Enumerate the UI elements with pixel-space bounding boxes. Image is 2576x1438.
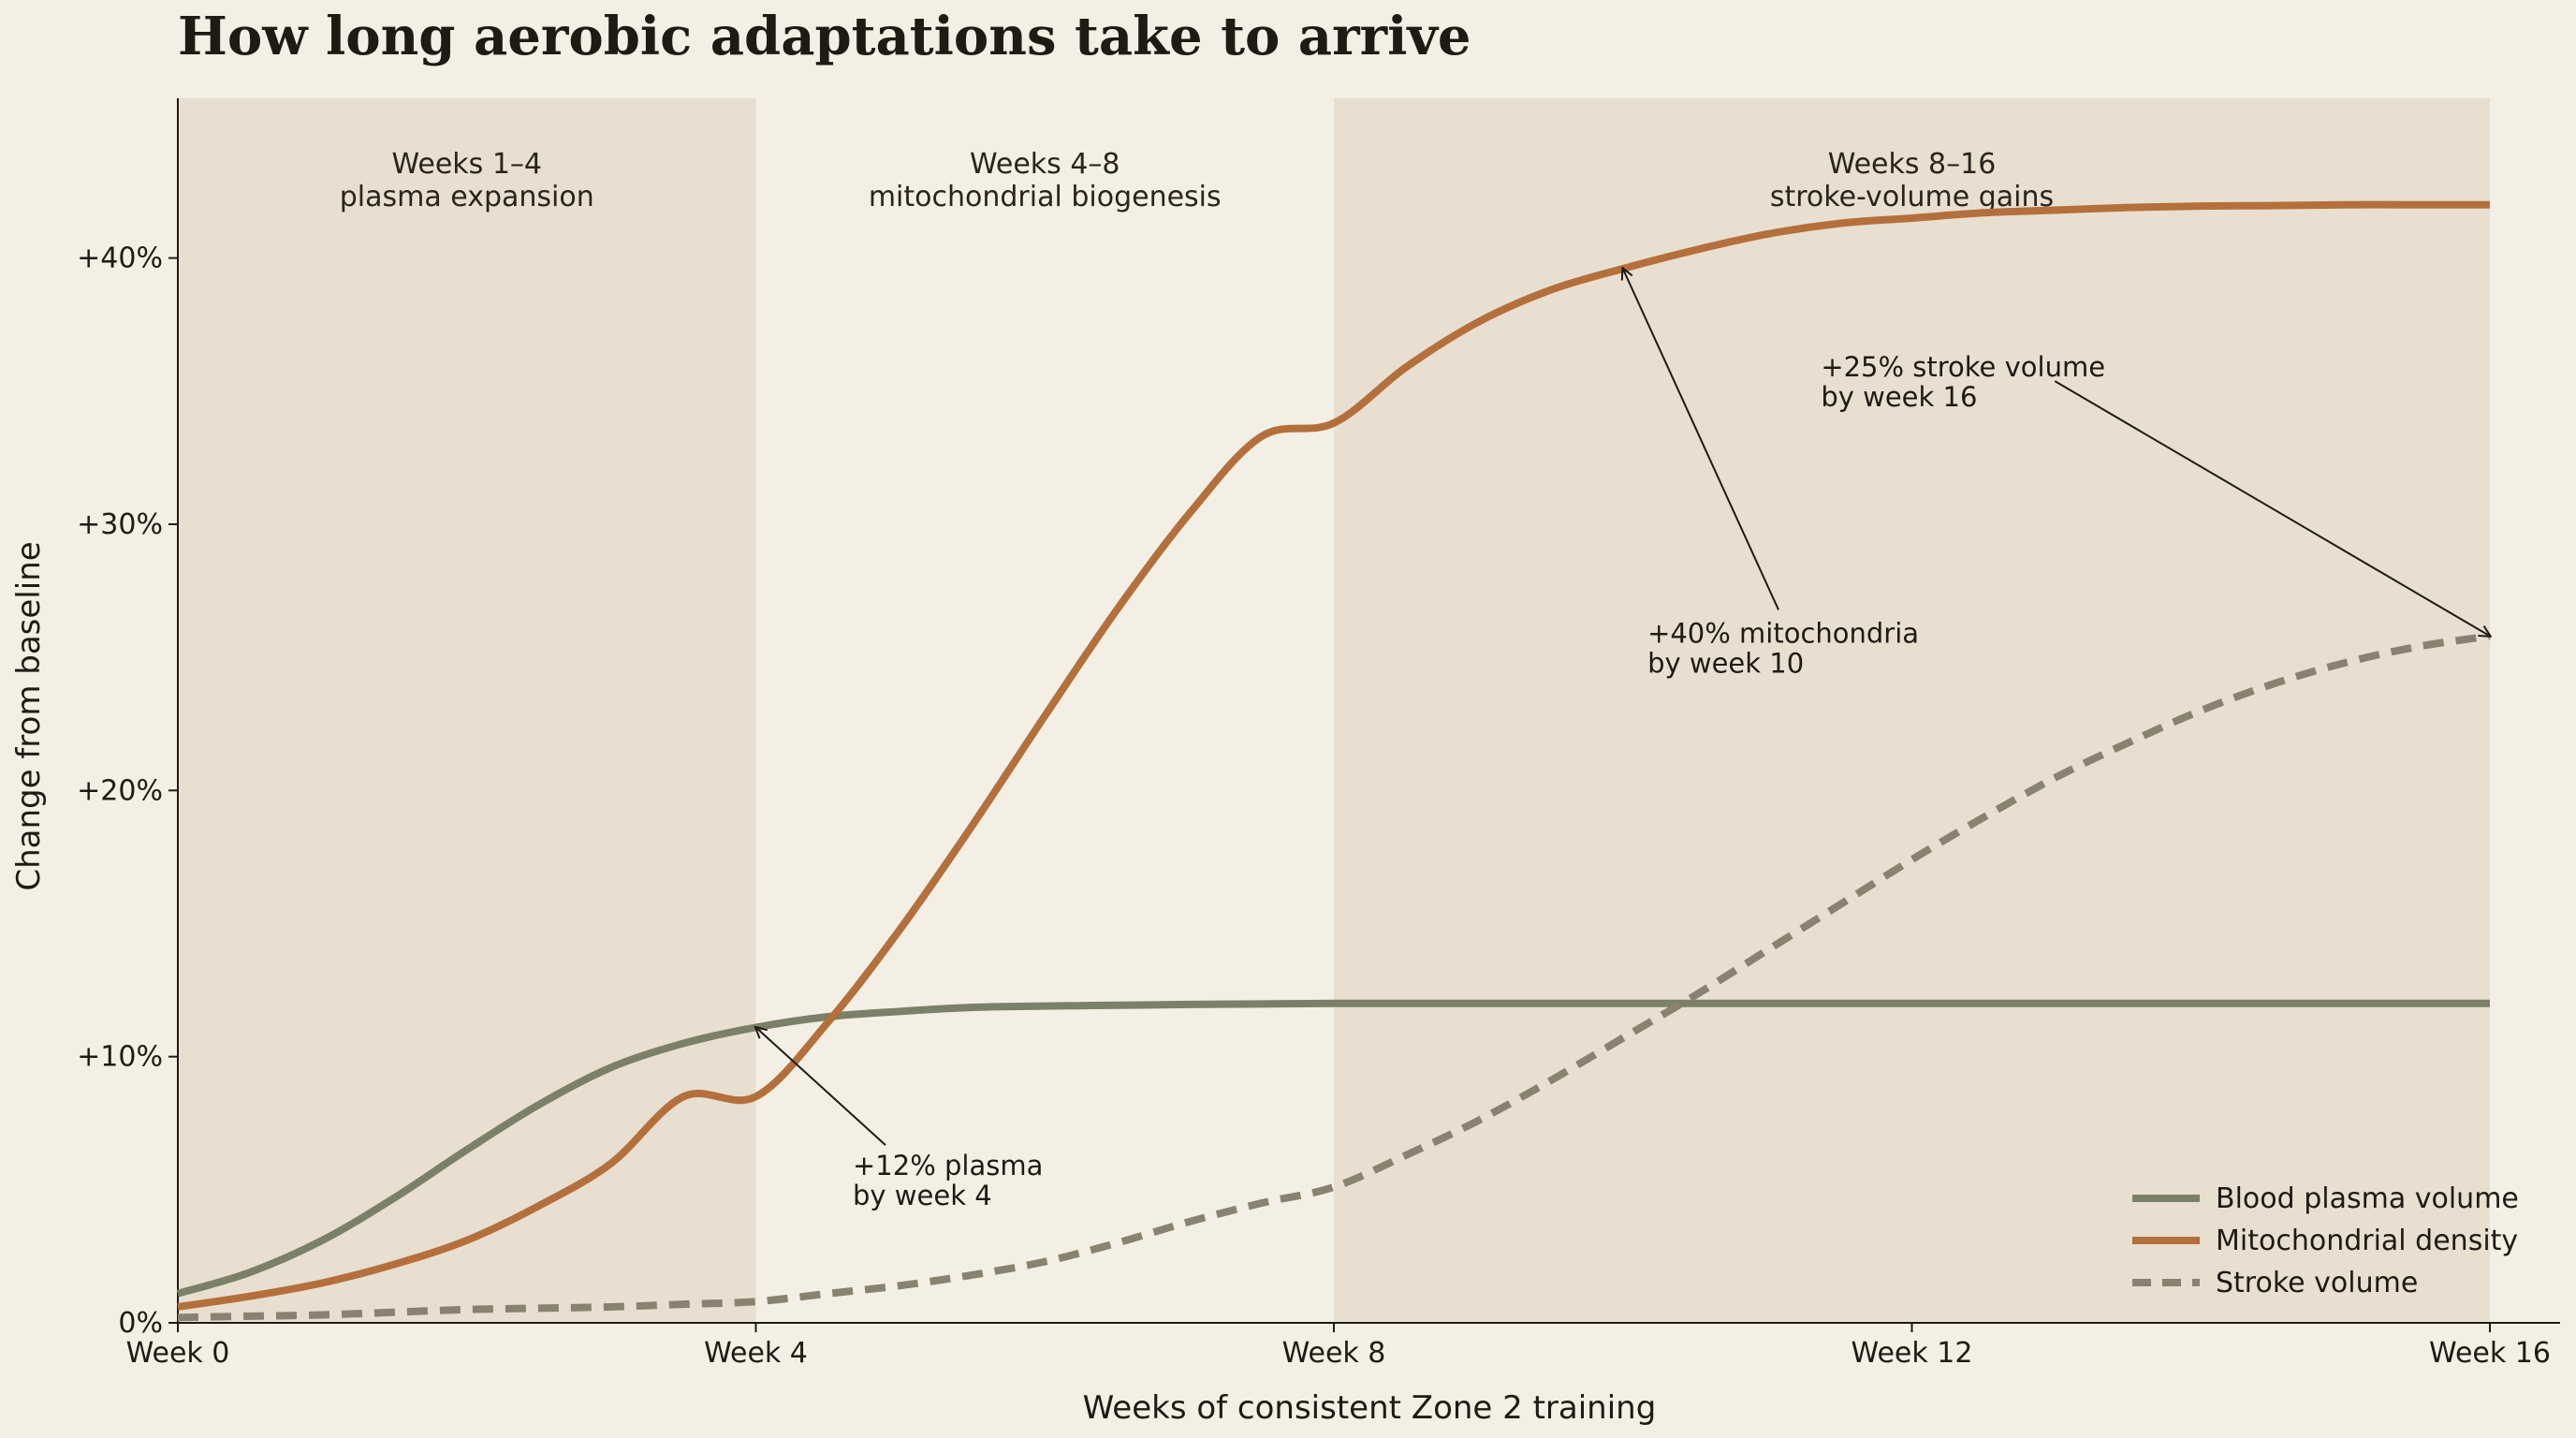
y-tick-label: +10%: [77, 1041, 163, 1074]
phase-band-title-2: Weeks 4–8: [970, 148, 1120, 181]
series-line-stroke-volume: [177, 632, 2491, 1322]
chart-title: How long aerobic adaptations take to arr…: [178, 6, 1471, 67]
annotation-subtext-1: by week 4: [853, 1180, 992, 1211]
series-line-blood-plasma-volume: [176, 999, 2490, 1298]
axes: Week 0 Week 4 Week 8 Week 12 Week 16 0% +10% +2…: [77, 98, 2560, 1370]
phase-band-subtitle-2: mitochondrial biogenesis: [869, 181, 1222, 213]
y-tick-label: +30%: [77, 508, 163, 541]
phase-band-1: [178, 98, 756, 1323]
annotation-arrow-3: [2054, 380, 2490, 636]
legend-label: Stroke volume: [2216, 1267, 2418, 1299]
x-axis-label: Weeks of consistent Zone 2 training: [1083, 1389, 1657, 1427]
y-tick-label: +40%: [77, 242, 163, 275]
series-line-mitochondrial-density: [177, 200, 2490, 1311]
phase-band-subtitle-3: stroke-volume gains: [1770, 181, 2054, 213]
x-tick-label: Week 16: [2429, 1337, 2551, 1370]
annotation-text-2: +40% mitochondria: [1647, 617, 1919, 649]
series-lines: [176, 200, 2491, 1322]
x-tick-label: Week 12: [1852, 1337, 1973, 1370]
phase-band-subtitle-1: plasma expansion: [340, 181, 594, 213]
annotation-subtext-3: by week 16: [1821, 381, 1977, 413]
annotation-arrow-1: [756, 1027, 886, 1146]
legend-label: Mitochondrial density: [2216, 1225, 2518, 1257]
annotation-subtext-2: by week 10: [1647, 647, 1804, 679]
annotation-text-3: +25% stroke volume: [1821, 351, 2105, 383]
phase-band-3: [1334, 98, 2490, 1323]
y-axis-label: Change from baseline: [10, 541, 48, 890]
x-tick-label: Week 8: [1282, 1337, 1386, 1370]
annotation-arrow-2: [1623, 269, 1779, 610]
y-tick-label: 0%: [118, 1307, 163, 1340]
y-tick-label: +20%: [77, 774, 163, 807]
phase-band-title-3: Weeks 8–16: [1828, 148, 1997, 181]
x-tick-label: Week 4: [704, 1337, 808, 1370]
x-tick-label: Week 0: [126, 1337, 230, 1370]
annotation-text-1: +12% plasma: [853, 1150, 1043, 1181]
legend-label: Blood plasma volume: [2216, 1182, 2519, 1215]
phase-band-title-1: Weeks 1–4: [391, 148, 542, 181]
legend: Blood plasma volume Mitochondrial density…: [2132, 1182, 2519, 1299]
